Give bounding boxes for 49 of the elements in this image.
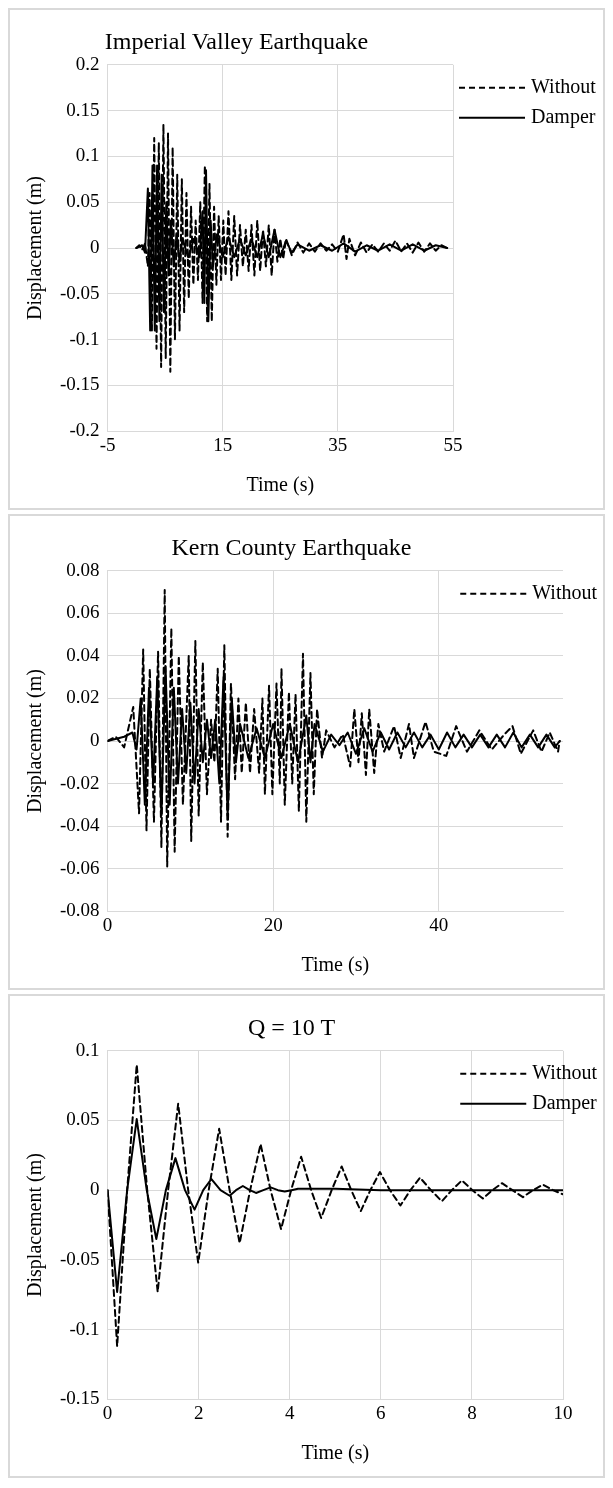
y-tick-label: 0.06 [66, 601, 100, 623]
x-tick-label: 20 [263, 913, 283, 935]
y-tick-label: -0.05 [60, 1247, 100, 1269]
x-tick-label: -5 [99, 433, 116, 455]
y-tick-label: 0 [90, 235, 100, 257]
y-tick-label: 0.2 [75, 52, 100, 74]
x-tick-label: 2 [193, 1401, 204, 1423]
x-tick-label: 55 [443, 433, 463, 455]
y-axis-title: Displacement (m) [23, 1153, 47, 1297]
y-tick-label: -0.08 [60, 899, 100, 921]
x-tick-label: 4 [285, 1401, 295, 1423]
legend-label: Damper [532, 1091, 598, 1115]
chart-title: Q = 10 T [247, 1013, 336, 1040]
y-axis-title: Displacement (m) [23, 176, 47, 320]
y-tick-label: 0 [90, 1178, 100, 1200]
chart-title: Kern County Earthquake [171, 533, 412, 560]
chart-title: Imperial Valley Earthquake [104, 27, 369, 54]
x-tick-label: 35 [328, 433, 348, 455]
x-axis-title: Time (s) [301, 953, 370, 977]
x-axis-title: Time (s) [301, 1441, 370, 1465]
y-tick-label: 0.1 [75, 144, 100, 166]
x-tick-label: 10 [553, 1401, 573, 1423]
legend-label: Without [531, 75, 597, 98]
x-tick-label: 8 [467, 1401, 477, 1423]
y-tick-label: -0.1 [69, 1317, 100, 1339]
legend-label: Without [532, 1061, 598, 1084]
y-tick-label: -0.15 [60, 1387, 100, 1409]
y-tick-label: 0.05 [66, 190, 100, 212]
y-tick-label: 0 [90, 728, 100, 750]
y-tick-label: -0.15 [60, 373, 100, 395]
legend-label: Damper [531, 105, 596, 129]
y-tick-label: 0.04 [66, 643, 101, 665]
y-tick-label: -0.05 [60, 281, 100, 303]
x-tick-label: 15 [213, 433, 233, 455]
y-tick-label: -0.06 [60, 856, 100, 878]
x-tick-label: 6 [376, 1401, 386, 1423]
y-tick-label: -0.02 [60, 771, 100, 793]
y-tick-label: 0.08 [66, 558, 100, 580]
y-tick-label: 0.02 [66, 686, 100, 708]
y-tick-label: -0.2 [69, 419, 100, 441]
y-tick-label: 0.15 [66, 98, 100, 120]
x-tick-label: 40 [429, 913, 449, 935]
y-tick-label: 0.1 [75, 1038, 100, 1060]
x-axis-title: Time (s) [246, 473, 315, 497]
legend-label: Without [532, 581, 598, 604]
y-tick-label: 0.05 [66, 1108, 100, 1130]
y-axis-title: Displacement (m) [23, 669, 47, 813]
y-tick-label: -0.04 [60, 814, 101, 836]
y-tick-label: -0.1 [69, 327, 100, 349]
